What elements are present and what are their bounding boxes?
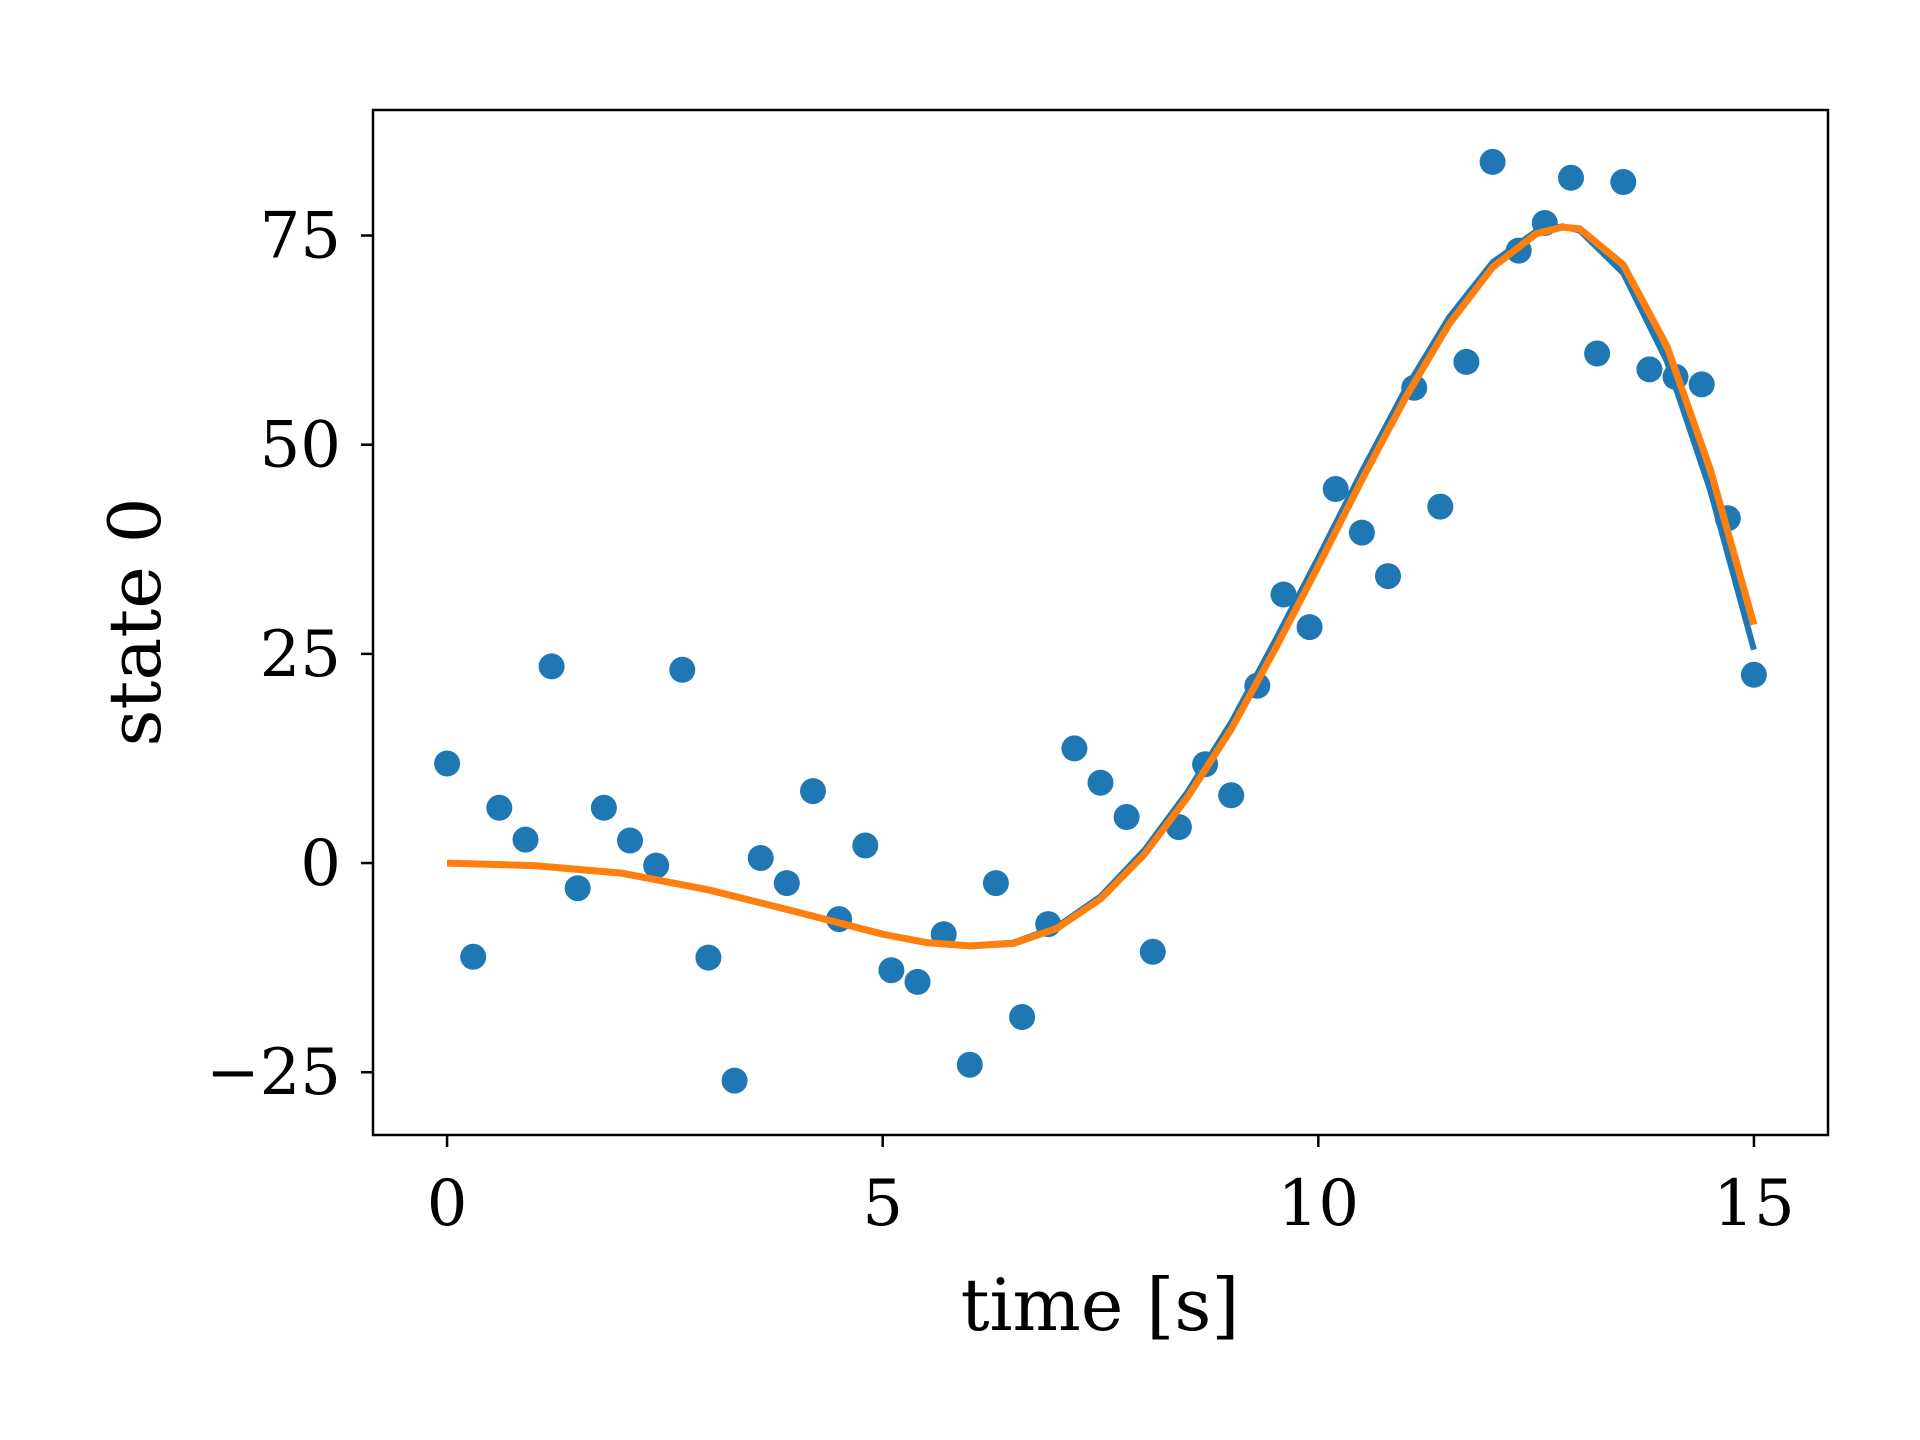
- scatter-point: [1296, 614, 1323, 641]
- scatter-point: [590, 794, 617, 821]
- scatter-point: [1688, 371, 1715, 398]
- y-tick-label: 50: [260, 409, 341, 483]
- scatter-point: [1009, 1004, 1036, 1030]
- scatter-point: [721, 1067, 748, 1094]
- x-tick-label: 0: [427, 1167, 468, 1241]
- scatter-point: [1270, 581, 1297, 608]
- scatter-point: [617, 827, 643, 854]
- scatter-point: [460, 943, 487, 970]
- scatter-point: [1740, 661, 1767, 688]
- plot-area: [373, 110, 1828, 1135]
- y-tick-label: −25: [206, 1036, 341, 1110]
- scatter-point: [1558, 164, 1584, 191]
- x-tick-label: 10: [1278, 1167, 1359, 1241]
- scatter-point: [1453, 348, 1480, 375]
- scatter-point: [800, 778, 826, 805]
- x-tick-label: 5: [862, 1167, 903, 1241]
- scatter-point: [956, 1051, 983, 1078]
- series-line-2: [446, 223, 1758, 950]
- scatter-point: [434, 750, 461, 777]
- scatter-point: [1636, 356, 1663, 383]
- scatter-point: [1610, 169, 1637, 195]
- scatter-point: [773, 870, 800, 897]
- x-tick-label: 15: [1713, 1167, 1794, 1241]
- scatter-point: [878, 957, 905, 984]
- scatter-point: [669, 656, 696, 683]
- scatter-point: [1113, 804, 1140, 830]
- scatter-point: [747, 845, 774, 871]
- scatter-point: [1322, 476, 1349, 502]
- scatter-point: [512, 826, 539, 853]
- series-layer: [434, 148, 1767, 1094]
- scatter-point: [982, 870, 1009, 897]
- scatter-point: [695, 944, 722, 971]
- x-axis-label: time [s]: [961, 1263, 1240, 1347]
- y-axis-label: state 0: [93, 497, 177, 746]
- plot-frame: [371, 108, 1830, 1137]
- scatter-point: [486, 794, 513, 821]
- scatter-point: [1218, 782, 1245, 809]
- scatter-point: [1087, 769, 1114, 796]
- y-tick-label: 0: [300, 827, 341, 901]
- scatter-point: [1375, 563, 1401, 590]
- scatter-point: [1139, 938, 1166, 965]
- ticks-layer: 0 5 10 15 −25 0 25 50 75: [206, 200, 1795, 1241]
- scatter-point: [1427, 493, 1454, 520]
- scatter-point: [904, 968, 931, 995]
- scatter-point: [643, 852, 670, 879]
- scatter-point: [852, 832, 879, 859]
- scatter-point: [1061, 735, 1088, 762]
- y-tick-label: 25: [260, 618, 341, 692]
- scatter-point: [564, 875, 591, 902]
- y-tick-label: 75: [260, 200, 341, 274]
- scatter-point: [1348, 519, 1375, 546]
- scatter-point: [1479, 148, 1506, 175]
- scatter-point: [538, 653, 565, 680]
- scatter-point: [1584, 340, 1611, 367]
